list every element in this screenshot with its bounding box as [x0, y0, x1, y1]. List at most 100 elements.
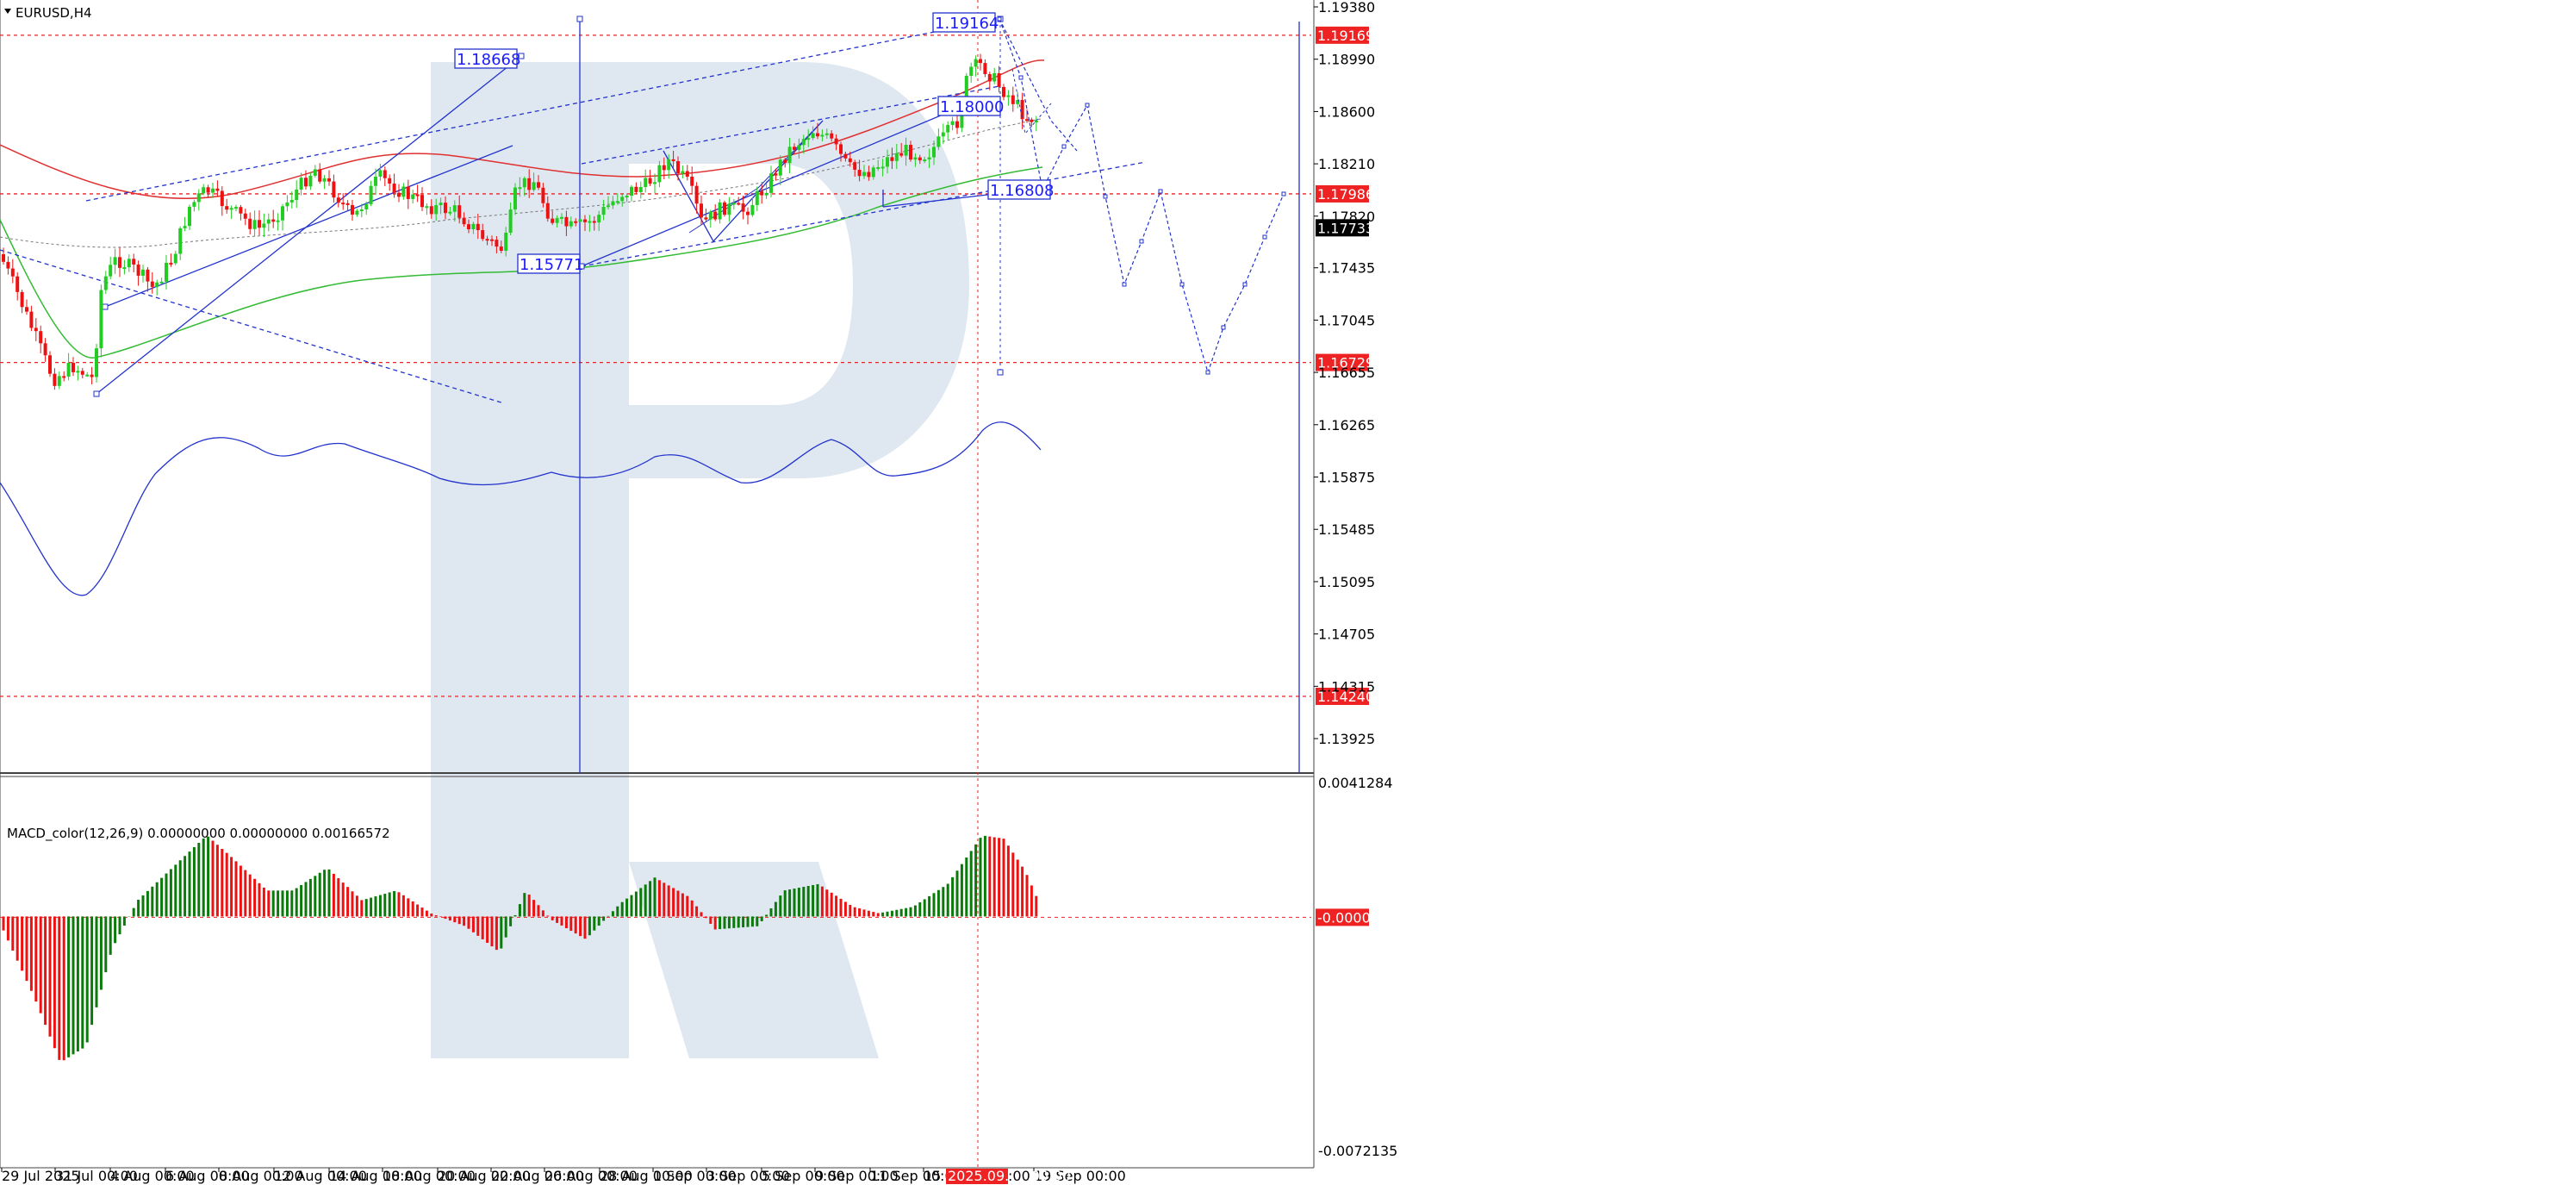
price-tick-label: 1.13925	[1318, 731, 1375, 747]
price-tick-label: 1.14315	[1318, 678, 1375, 695]
candle-body	[950, 121, 955, 125]
candle-body	[495, 240, 499, 247]
anchor-point	[93, 390, 100, 397]
candles	[2, 53, 1038, 390]
forecast-node	[1139, 239, 1144, 244]
candle-body	[499, 246, 503, 251]
candle-body	[955, 121, 959, 128]
candle-body	[2, 254, 5, 262]
candle-body	[588, 221, 592, 223]
candle-body	[220, 190, 224, 207]
candle-body	[932, 147, 936, 158]
candle-body	[843, 153, 848, 159]
candle-body	[118, 257, 121, 268]
candle-body	[304, 178, 308, 187]
chevron-down-icon[interactable]	[4, 9, 11, 14]
candle-body	[211, 188, 215, 193]
candle-body	[225, 206, 229, 210]
candle-body	[392, 183, 396, 193]
candle-body	[439, 203, 443, 206]
forecast-node	[1158, 189, 1163, 194]
candle-body	[574, 221, 578, 223]
candle-body	[103, 276, 108, 290]
forecast-path	[997, 16, 1286, 375]
candle-body	[504, 233, 508, 251]
candle-body	[336, 197, 340, 203]
trend-lines	[0, 0, 1300, 1168]
candle-body	[72, 362, 75, 372]
candle-body	[448, 211, 452, 214]
annotation-box	[937, 96, 1001, 116]
candle-body	[871, 167, 875, 178]
candle-body	[899, 153, 904, 156]
candle-body	[667, 159, 671, 171]
candle-body	[10, 268, 15, 277]
candle-body	[327, 178, 331, 182]
candle-body	[285, 202, 289, 207]
candle-body	[141, 269, 145, 276]
price-tick-label: 1.19380	[1318, 0, 1375, 16]
time-tick-label: 28 Aug 00:00	[600, 1168, 693, 1184]
candle-body	[611, 201, 615, 206]
candle-body	[541, 187, 545, 203]
candle-body	[778, 159, 782, 176]
candle-body	[457, 205, 462, 218]
candle-body	[388, 178, 392, 184]
candle-body	[415, 194, 420, 196]
candle-body	[890, 157, 894, 161]
candle-body	[997, 72, 1001, 87]
candle-body	[239, 207, 243, 214]
candle-body	[746, 211, 750, 215]
candle-body	[425, 206, 429, 209]
ma-dotted-line	[0, 118, 1042, 248]
macd-tick-label: -0.0072135	[1318, 1143, 1397, 1159]
candle-body	[681, 171, 685, 174]
candle-body	[369, 185, 373, 204]
candle-body	[969, 66, 974, 76]
candle-body	[620, 196, 625, 202]
candle-body	[281, 206, 284, 221]
candle-body	[90, 374, 94, 377]
time-tick-label: 4 Aug 00:00	[110, 1168, 195, 1184]
candle-body	[420, 195, 424, 208]
candle-body	[229, 208, 233, 210]
candle-body	[406, 186, 410, 199]
candle-body	[48, 355, 52, 374]
candle-body	[80, 371, 84, 375]
candle-body	[923, 159, 927, 162]
candle-body	[694, 185, 699, 204]
channel-line	[85, 18, 1000, 202]
candle-body	[411, 194, 415, 199]
macd-zero-tag	[1316, 908, 1369, 926]
time-tick-label: 22 Aug 00:00	[491, 1168, 584, 1184]
candle-body	[769, 173, 773, 193]
price-tick-label: 1.18600	[1318, 103, 1375, 120]
candle-body	[783, 159, 787, 164]
candle-body	[262, 223, 266, 228]
candle-body	[583, 219, 587, 222]
annotation-label: 1.15771	[520, 256, 583, 274]
forecast-node	[1179, 282, 1185, 287]
candle-body	[66, 362, 71, 377]
price-tick-label: 1.15095	[1318, 574, 1375, 590]
candle-body	[308, 175, 313, 187]
pane-frames	[0, 0, 1315, 1169]
candle-body	[109, 265, 113, 277]
candle-body	[979, 59, 982, 64]
candle-body	[830, 133, 834, 139]
candle-body	[471, 223, 476, 229]
price-tick-label: 1.17045	[1318, 312, 1375, 328]
anchor-point	[518, 53, 525, 59]
candle-body	[737, 203, 741, 205]
candle-body	[816, 133, 819, 137]
forecast-branch	[999, 18, 1078, 152]
candle-body	[607, 205, 610, 208]
annotation-label: 1.19164	[935, 15, 999, 33]
candle-body	[276, 220, 280, 222]
horizontal-levels: 1.19169 1.17986 1.16729 1.14240 -0.000026 1.1…	[0, 26, 1388, 926]
candle-body	[723, 202, 726, 215]
candle-body	[941, 132, 945, 137]
candle-body	[39, 331, 43, 344]
forecast-node	[1205, 370, 1210, 375]
